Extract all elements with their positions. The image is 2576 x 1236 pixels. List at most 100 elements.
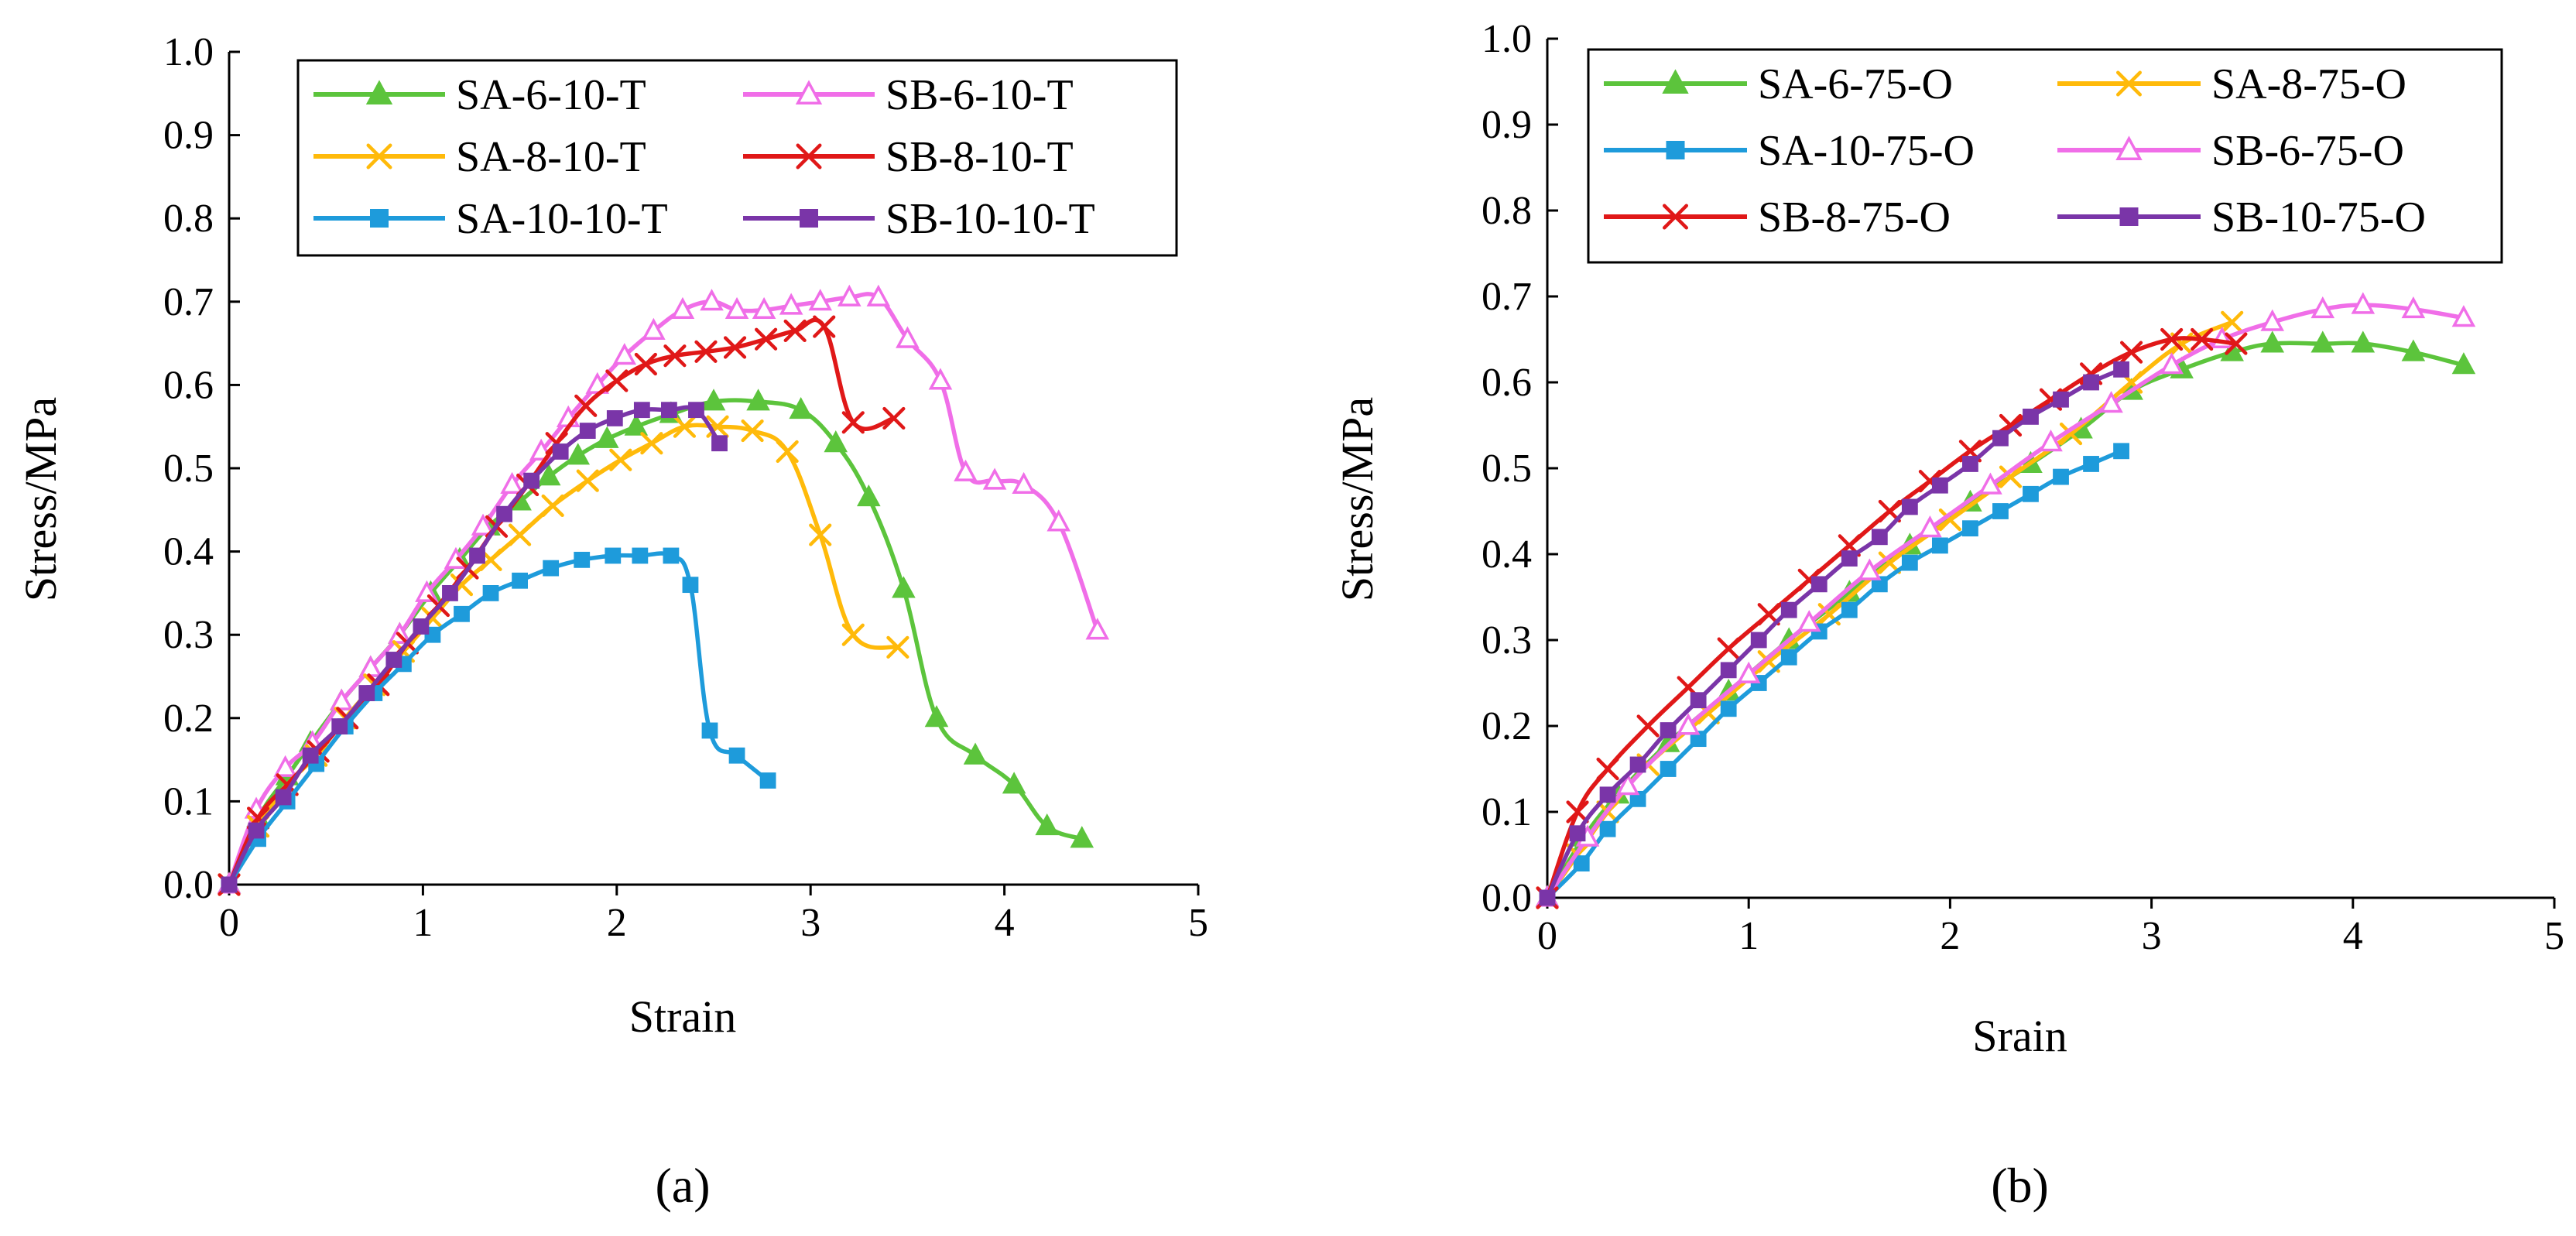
legend-label: SB-6-10-T bbox=[886, 71, 1074, 119]
data-point bbox=[886, 635, 909, 659]
legend-marker bbox=[2115, 135, 2143, 160]
data-point bbox=[866, 284, 891, 306]
data-point bbox=[1573, 855, 1590, 871]
legend-entry: SB-10-75-O bbox=[2057, 193, 2426, 241]
x-tick-label: 2 bbox=[1940, 914, 1960, 958]
legend-marker bbox=[800, 209, 818, 228]
data-point bbox=[523, 472, 540, 489]
y-tick-label: 0.0 bbox=[1482, 876, 1532, 920]
data-point bbox=[2260, 330, 2285, 353]
y-tick-label: 0.6 bbox=[163, 363, 214, 407]
data-point bbox=[1780, 649, 1797, 666]
legend-entry: SB-10-10-T bbox=[743, 195, 1095, 243]
data-point bbox=[605, 547, 622, 564]
y-tick-label: 0.8 bbox=[1482, 189, 1532, 233]
data-point bbox=[1871, 529, 1888, 546]
series-SA-10-10-T bbox=[221, 547, 776, 893]
legend-label: SB-10-75-O bbox=[2211, 193, 2426, 241]
data-point bbox=[442, 585, 458, 601]
data-point bbox=[776, 440, 799, 464]
data-point bbox=[331, 718, 348, 734]
data-point bbox=[711, 435, 728, 452]
legend-entry: SA-6-75-O bbox=[1604, 60, 1953, 108]
data-point bbox=[275, 789, 292, 806]
data-point bbox=[1858, 558, 1882, 580]
series-SB-10-75-O bbox=[1539, 361, 2129, 906]
data-point bbox=[1797, 610, 1821, 632]
data-point bbox=[609, 448, 632, 471]
data-point bbox=[661, 402, 677, 419]
data-point bbox=[1539, 889, 1556, 906]
y-tick-label: 0.0 bbox=[163, 863, 214, 907]
legend-marker bbox=[796, 143, 822, 169]
data-point bbox=[2160, 327, 2184, 351]
data-point bbox=[1962, 456, 1978, 472]
x-tick-label: 3 bbox=[2142, 914, 2162, 958]
data-point bbox=[1599, 820, 1616, 837]
panel-label: (b) bbox=[1991, 1158, 2049, 1213]
series-SA-10-75-O bbox=[1539, 443, 2129, 906]
data-point bbox=[1636, 714, 1660, 738]
data-point bbox=[482, 585, 499, 601]
data-point bbox=[2099, 391, 2123, 413]
data-point bbox=[471, 513, 495, 536]
data-point bbox=[248, 822, 265, 839]
data-point bbox=[663, 547, 680, 564]
data-point bbox=[982, 467, 1007, 490]
data-point bbox=[809, 523, 832, 546]
data-point bbox=[1810, 576, 1828, 593]
data-point bbox=[1599, 786, 1616, 803]
chart-panel-a: 0.0 0.1 0.2 0.3 0.4 0.5 0.6 0.7 0.8 0.9 1.0 0 1 2 3 4 5 S… bbox=[15, 30, 1208, 1213]
legend-label: SA-8-10-T bbox=[456, 133, 646, 181]
data-point bbox=[2083, 374, 2099, 391]
data-point bbox=[892, 576, 916, 598]
y-tick-label: 0.6 bbox=[1482, 361, 1532, 405]
data-point bbox=[755, 327, 778, 351]
y-tick-label: 0.4 bbox=[163, 530, 214, 574]
data-point bbox=[2083, 456, 2099, 472]
legend-marker bbox=[1666, 141, 1685, 159]
data-point bbox=[841, 411, 865, 434]
data-point bbox=[896, 326, 920, 348]
data-point bbox=[1992, 503, 2009, 519]
data-point bbox=[273, 755, 297, 777]
data-point bbox=[605, 369, 629, 392]
data-point bbox=[663, 344, 687, 368]
data-point bbox=[1978, 472, 2002, 495]
data-point bbox=[594, 426, 619, 448]
legend-label: SA-6-10-T bbox=[456, 71, 646, 119]
data-point bbox=[928, 368, 953, 390]
legend-marker bbox=[2116, 70, 2142, 97]
data-point bbox=[632, 547, 649, 564]
data-point bbox=[2113, 443, 2129, 460]
data-point bbox=[2113, 361, 2129, 378]
legend-marker bbox=[1663, 204, 1688, 230]
data-point bbox=[1931, 537, 1948, 554]
data-point bbox=[552, 443, 569, 460]
data-point bbox=[415, 580, 439, 602]
series-SB-10-10-T bbox=[221, 402, 728, 893]
data-point bbox=[469, 547, 485, 564]
legend-marker bbox=[1662, 69, 1689, 94]
data-point bbox=[2351, 292, 2376, 314]
data-point bbox=[574, 394, 598, 417]
data-point bbox=[759, 772, 776, 789]
data-point bbox=[2311, 296, 2335, 319]
panel-label: (a) bbox=[655, 1158, 710, 1213]
data-point bbox=[1566, 800, 1589, 823]
x-tick-label: 1 bbox=[1738, 914, 1759, 958]
y-axis-label: Stress/MPa bbox=[1332, 397, 1382, 601]
legend-entry: SA-8-10-T bbox=[313, 133, 646, 181]
legend-entry: SA-8-75-O bbox=[2057, 60, 2406, 108]
data-point bbox=[789, 397, 813, 419]
legend-entry: SA-6-10-T bbox=[313, 71, 646, 119]
data-point bbox=[358, 685, 375, 701]
data-point bbox=[2191, 327, 2214, 351]
data-point bbox=[783, 319, 807, 343]
legend-label: SB-8-10-T bbox=[886, 133, 1074, 181]
data-point bbox=[2221, 310, 2244, 334]
data-point bbox=[1750, 632, 1767, 649]
y-tick-label: 0.7 bbox=[163, 280, 214, 324]
data-point bbox=[606, 410, 623, 426]
data-point bbox=[2451, 352, 2476, 375]
